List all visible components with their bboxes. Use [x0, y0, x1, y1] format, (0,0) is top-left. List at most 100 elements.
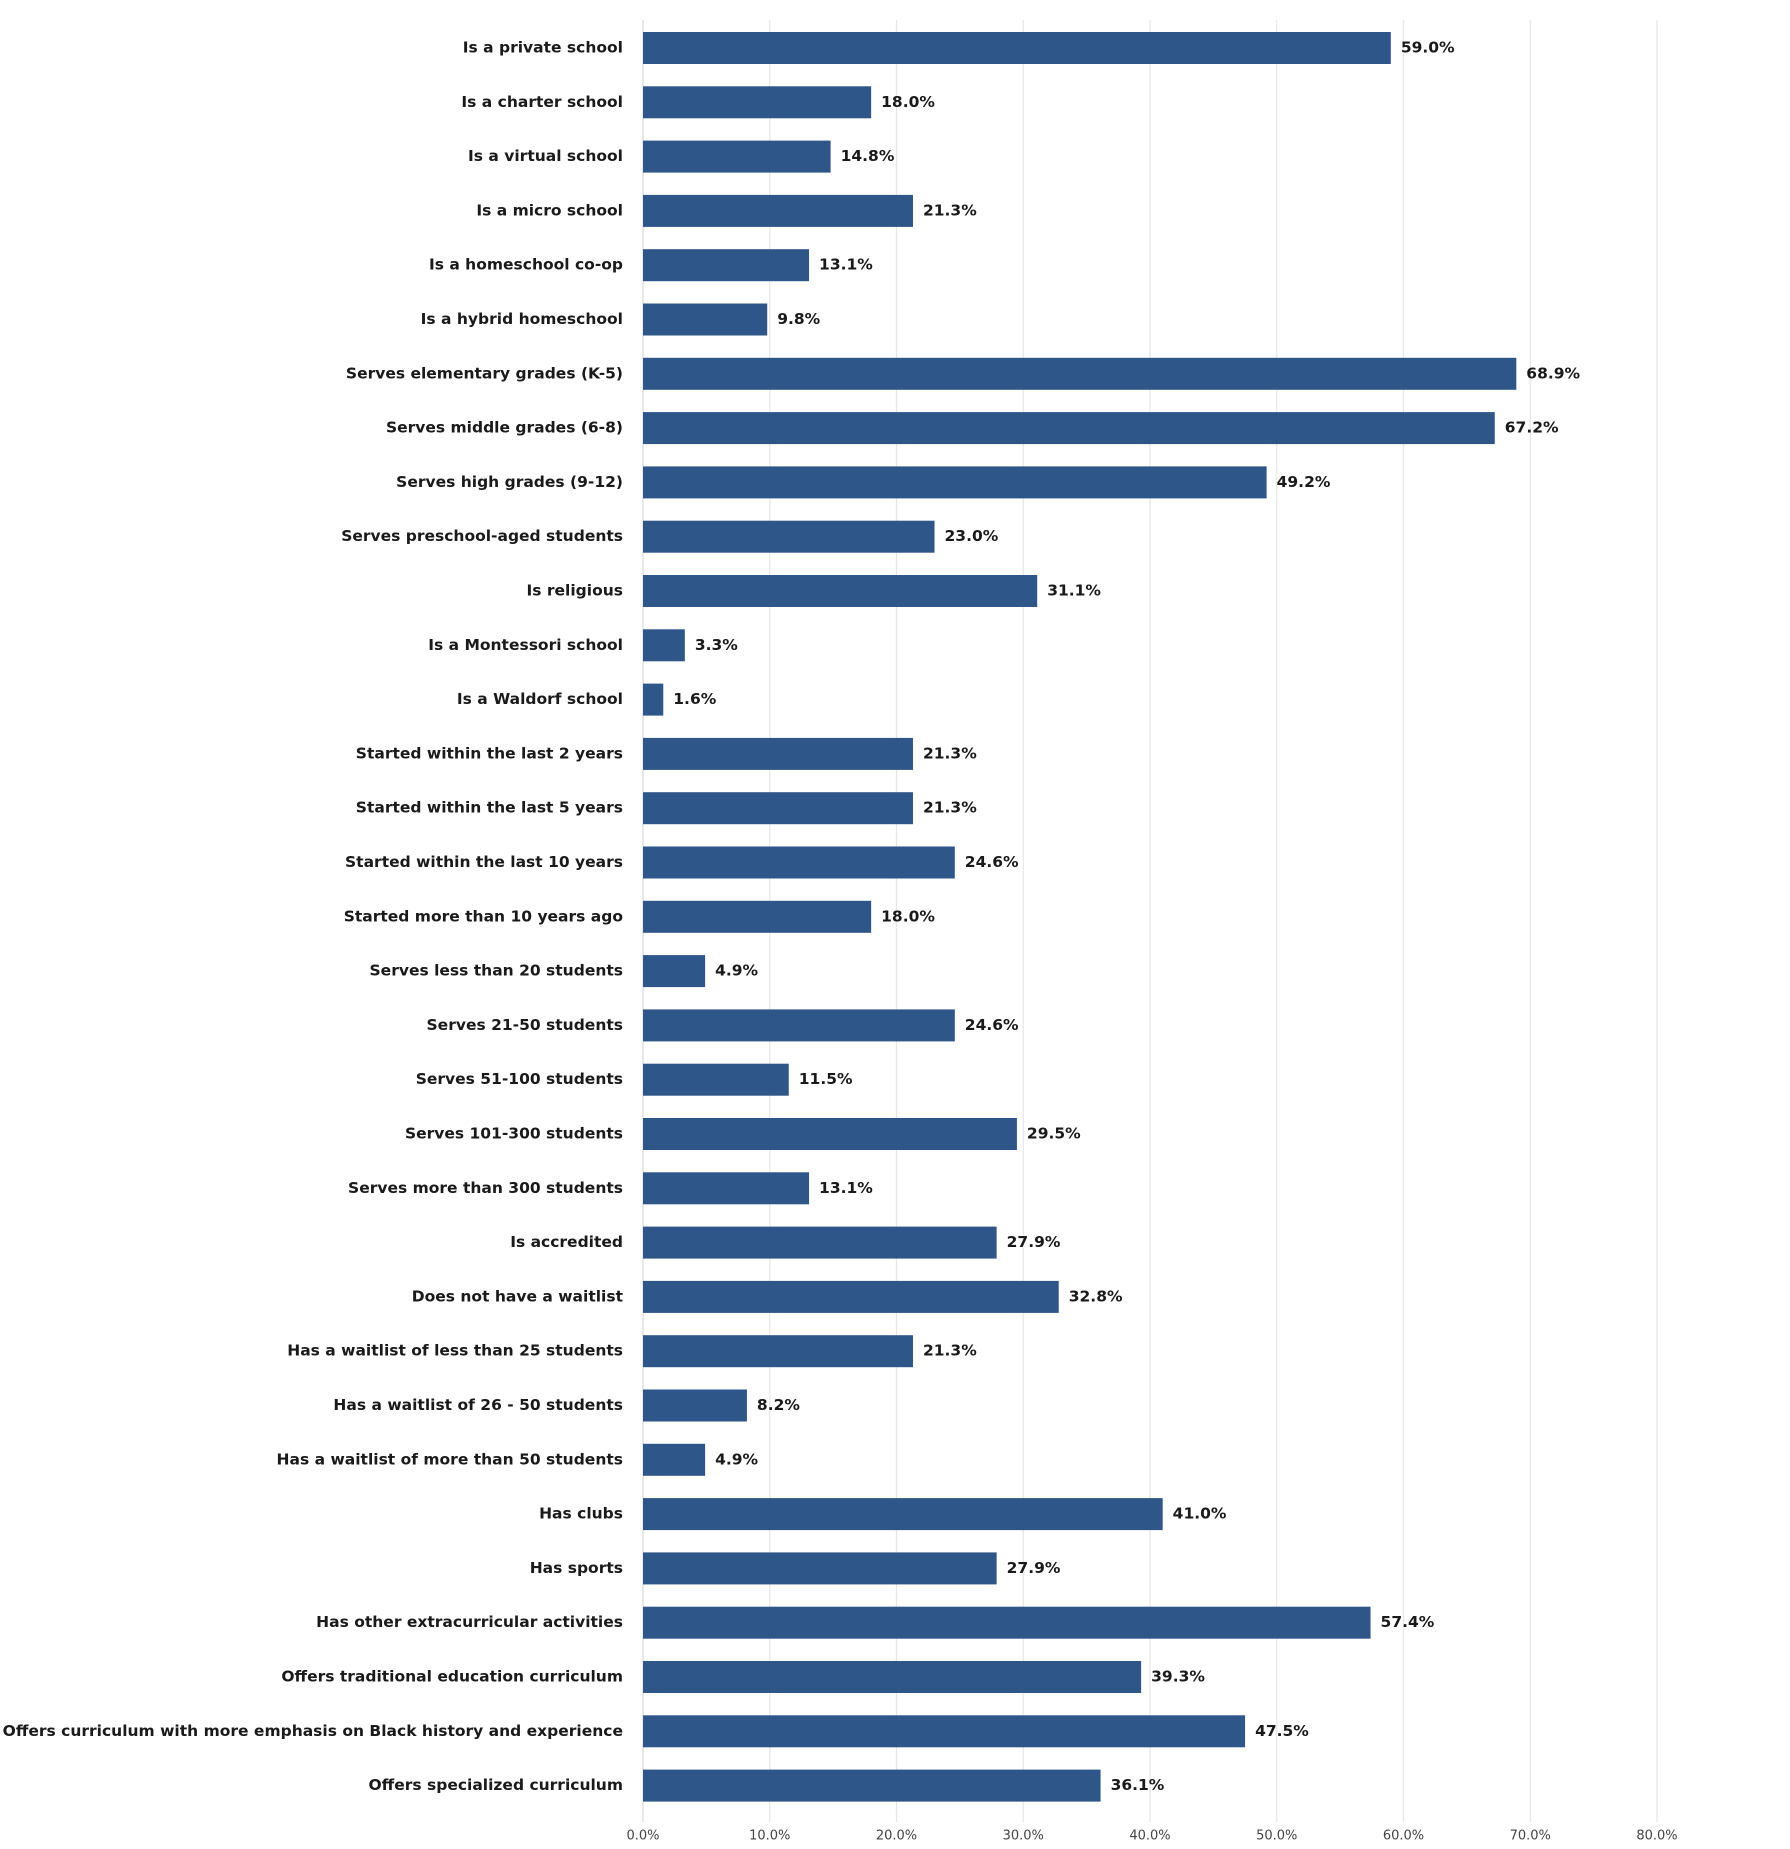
value-label: 23.0%: [945, 527, 999, 545]
value-label: 24.6%: [965, 1016, 1019, 1034]
bar: [643, 1280, 1059, 1313]
category-label: Has a waitlist of 26 - 50 students: [333, 1396, 623, 1414]
bar: [643, 792, 913, 825]
value-label: 1.6%: [673, 690, 716, 708]
value-label: 14.8%: [841, 147, 895, 165]
bar: [643, 1172, 810, 1205]
category-label: Serves 21-50 students: [427, 1016, 623, 1034]
bar: [643, 303, 768, 336]
x-tick-label: 40.0%: [1129, 1829, 1170, 1844]
category-label: Offers curriculum with more emphasis on …: [3, 1722, 623, 1740]
category-label: Started within the last 5 years: [356, 799, 623, 817]
value-label: 18.0%: [881, 907, 935, 925]
bar: [643, 1715, 1246, 1748]
category-label: Has a waitlist of more than 50 students: [277, 1450, 623, 1468]
value-label: 21.3%: [923, 799, 977, 817]
bar: [643, 737, 913, 770]
value-label: 29.5%: [1027, 1125, 1081, 1143]
category-label: Offers specialized curriculum: [368, 1776, 623, 1794]
bar: [643, 32, 1391, 64]
x-tick-label: 20.0%: [876, 1829, 917, 1844]
value-labels: 59.0% 18.0% 14.8% 21.3% 13.1% 9.8% 68.9% 67.2% 4…: [673, 39, 1580, 1795]
value-label: 11.5%: [799, 1070, 853, 1088]
bar: [643, 249, 810, 282]
category-label: Serves high grades (9-12): [396, 473, 623, 491]
value-label: 39.3%: [1151, 1668, 1205, 1686]
bar: [643, 1335, 913, 1368]
bar: [643, 194, 913, 227]
bar: [643, 140, 831, 173]
value-label: 21.3%: [923, 1342, 977, 1360]
category-label: Started within the last 10 years: [345, 853, 623, 871]
bar: [643, 575, 1038, 607]
value-label: 36.1%: [1111, 1776, 1165, 1794]
x-tick-label: 60.0%: [1383, 1829, 1424, 1844]
category-label: Is a micro school: [476, 201, 623, 219]
value-label: 13.1%: [819, 1179, 873, 1197]
bar: [643, 1226, 997, 1259]
x-tick-label: 10.0%: [749, 1829, 790, 1844]
bar: [643, 1389, 747, 1422]
value-label: 24.6%: [965, 853, 1019, 871]
category-label: Is a private school: [463, 39, 623, 57]
value-label: 41.0%: [1173, 1505, 1227, 1523]
category-label: Serves elementary grades (K-5): [346, 364, 623, 382]
value-label: 8.2%: [757, 1396, 800, 1414]
bar: [643, 1443, 706, 1476]
value-label: 67.2%: [1505, 419, 1559, 437]
bar: [643, 1063, 789, 1096]
x-tick-label: 30.0%: [1003, 1829, 1044, 1844]
category-label: Is accredited: [510, 1233, 623, 1251]
category-labels: Is a private school Is a charter school Is…: [3, 39, 624, 1795]
value-label: 32.8%: [1069, 1287, 1123, 1305]
value-label: 27.9%: [1007, 1233, 1061, 1251]
category-label: Has clubs: [539, 1505, 623, 1523]
bars: [643, 32, 1517, 1802]
category-label: Is a charter school: [461, 93, 623, 111]
gridlines: [642, 20, 1658, 1822]
bar: [643, 683, 664, 716]
bar: [643, 846, 955, 879]
value-label: 4.9%: [715, 962, 758, 980]
category-label: Serves more than 300 students: [348, 1179, 623, 1197]
bar: [643, 1552, 997, 1585]
bar: [643, 357, 1517, 390]
value-label: 4.9%: [715, 1450, 758, 1468]
category-label: Has sports: [530, 1559, 623, 1577]
category-label: Is a virtual school: [468, 147, 623, 165]
category-label: Serves 51-100 students: [416, 1070, 623, 1088]
bar: [643, 1498, 1163, 1531]
category-label: Started more than 10 years ago: [344, 907, 623, 925]
category-label: Serves preschool-aged students: [341, 527, 623, 545]
value-label: 21.3%: [923, 744, 977, 762]
value-label: 13.1%: [819, 256, 873, 274]
value-label: 68.9%: [1526, 364, 1580, 382]
category-label: Serves middle grades (6-8): [386, 419, 623, 437]
value-label: 31.1%: [1047, 582, 1101, 600]
bar: [643, 1118, 1017, 1150]
bar: [643, 412, 1495, 445]
category-label: Has a waitlist of less than 25 students: [287, 1342, 623, 1360]
category-label: Serves less than 20 students: [370, 962, 623, 980]
category-label: Is a homeschool co-op: [429, 256, 623, 274]
value-label: 9.8%: [777, 310, 820, 328]
category-label: Is a Waldorf school: [457, 690, 623, 708]
bar: [643, 86, 872, 119]
bar: [643, 1606, 1371, 1639]
x-tick-label: 80.0%: [1636, 1829, 1677, 1844]
value-label: 47.5%: [1255, 1722, 1309, 1740]
bar: [643, 1769, 1101, 1802]
bar: [643, 1661, 1142, 1693]
bar: [643, 629, 685, 662]
category-label: Is a hybrid homeschool: [421, 310, 623, 328]
category-label: Serves 101-300 students: [405, 1125, 623, 1143]
x-axis-ticks: 0.0% 10.0% 20.0% 30.0% 40.0% 50.0% 60.0% 70.0% 8…: [626, 1829, 1677, 1844]
value-label: 49.2%: [1277, 473, 1331, 491]
value-label: 27.9%: [1007, 1559, 1061, 1577]
category-label: Does not have a waitlist: [412, 1287, 624, 1305]
value-label: 59.0%: [1401, 39, 1455, 57]
value-label: 21.3%: [923, 201, 977, 219]
x-tick-label: 0.0%: [626, 1829, 659, 1844]
bar: [643, 466, 1267, 499]
